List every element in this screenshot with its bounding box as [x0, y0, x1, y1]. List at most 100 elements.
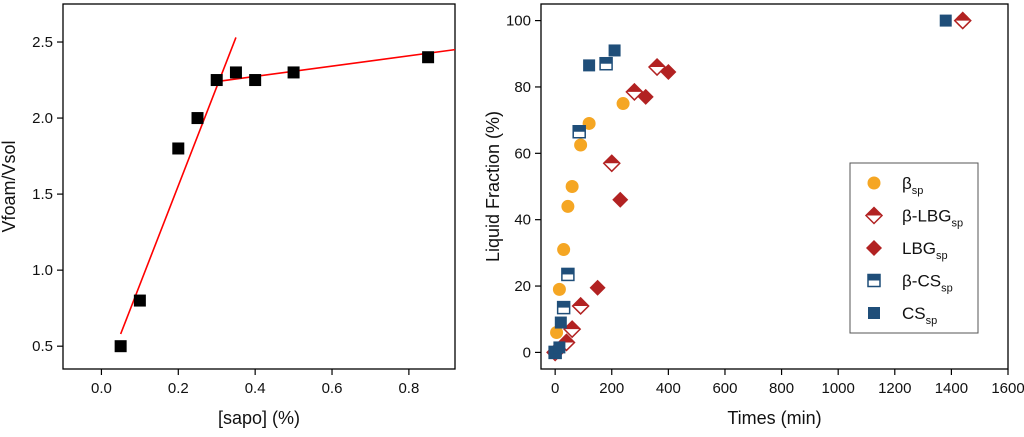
point-beta-lbg-sp [571, 296, 590, 316]
legend-subscript: sp [941, 283, 953, 295]
point-beta-lbg-sp [953, 11, 972, 30]
plot-frame [540, 3, 1009, 370]
legend-name: β-CS [902, 272, 941, 291]
point-beta-cs-sp [556, 300, 571, 315]
point-data [114, 340, 127, 353]
x-tick-label: 1200 [878, 380, 911, 397]
legend-name: CS [902, 304, 926, 323]
point-data [133, 294, 146, 307]
legend-marker-lbg-sp [866, 240, 882, 256]
legend-name: LBG [902, 239, 936, 258]
point-beta-cs-sp [599, 56, 613, 71]
x-tick-label: 800 [769, 380, 794, 397]
point-lbg-sp [589, 279, 606, 296]
point-beta-cs-sp [561, 267, 575, 282]
x-tick-label: 0.8 [398, 380, 419, 397]
legend-label-beta-sp: βsp [902, 174, 923, 197]
x-tick-label: 0 [551, 380, 559, 397]
point-beta-sp [552, 282, 566, 296]
right-chart: 0 200 400 600 800 1000 1200 1400 1600 0 20 40 60 80 10… [483, 3, 1024, 428]
legend-subscript: sp [936, 250, 948, 262]
point-cs-sp [554, 316, 567, 329]
legend-marker-beta-cs-sp-fill [868, 274, 880, 281]
point-beta-sp [574, 138, 588, 152]
point-cs-sp [608, 44, 621, 57]
legend-subscript: sp [912, 185, 924, 197]
x-tick-label: 1400 [935, 380, 968, 397]
point-beta-sp [557, 243, 571, 257]
y-axis-title: Vfoam/Vsol [0, 140, 19, 232]
point-cs-sp [583, 59, 596, 72]
legend-label-beta-cs-sp: β-CSsp [902, 272, 953, 295]
point-data [191, 112, 204, 125]
x-tick-label: 600 [712, 380, 737, 397]
y-tick-label: 0.5 [32, 338, 53, 355]
point-beta-sp [550, 326, 564, 339]
point-beta-sp [561, 199, 575, 213]
point-beta-cs-sp-fill [561, 268, 574, 275]
point-beta-lbg-sp-fill [626, 83, 643, 92]
point-data [422, 51, 435, 64]
left-chart: 0.0 0.2 0.4 0.6 0.8 0.5 1.0 1.5 2.0 2.5 [sapo] (%)… [0, 3, 456, 428]
legend-marker-cs-sp [868, 307, 880, 319]
y-tick-label: 100 [506, 13, 531, 30]
legend-marker-beta-lbg-sp-fill [866, 207, 882, 216]
point-data [210, 74, 223, 87]
legend-subscript: sp [951, 218, 963, 230]
y-tick-label: 1.0 [32, 262, 53, 279]
x-tick-label: 400 [656, 380, 681, 397]
fit-low-line [119, 37, 237, 335]
x-tick-label: 200 [599, 380, 624, 397]
point-beta-lbg-sp-fill [558, 334, 575, 343]
point-beta-cs-sp-fill [557, 301, 570, 308]
point-lbg-sp [660, 64, 677, 81]
point-beta-lbg-sp-fill [649, 59, 666, 68]
point-beta-cs-sp [572, 125, 586, 139]
point-beta-lbg-sp [625, 82, 644, 101]
x-tick-label: 0.4 [245, 380, 266, 397]
point-beta-lbg-sp-fill [603, 155, 620, 164]
y-tick-label: 80 [514, 79, 531, 96]
point-data [172, 142, 185, 155]
point-beta-lbg-sp [647, 57, 667, 77]
x-axis-title: Times (min) [727, 408, 821, 428]
point-beta-lbg-sp-fill [954, 12, 971, 21]
y-tick-label: 2.5 [32, 34, 53, 51]
legend-marker-beta-sp [867, 176, 881, 190]
point-beta-lbg-sp-fill [564, 321, 581, 330]
point-data [249, 74, 262, 87]
y-tick-label: 0 [523, 344, 531, 361]
plot-frame [62, 3, 456, 370]
legend-label-lbg-sp: LBGsp [902, 239, 948, 262]
x-tick-label: 1600 [991, 380, 1024, 397]
y-tick-label: 1.5 [32, 186, 53, 203]
legend-subscript: sp [926, 315, 938, 327]
y-tick-label: 40 [514, 212, 531, 229]
point-beta-lbg-sp [602, 154, 621, 173]
point-cs-sp [939, 14, 952, 27]
legend-name: β-LBG [902, 207, 951, 226]
legend-name: β [902, 174, 912, 193]
legend-label-cs-sp: CSsp [902, 304, 937, 327]
x-axis-title: [sapo] (%) [218, 408, 300, 428]
legend-label-beta-lbg-sp: β-LBGsp [902, 207, 963, 230]
x-tick-label: 1000 [821, 380, 854, 397]
point-lbg-sp [612, 191, 629, 208]
x-tick-label: 0.0 [91, 380, 112, 397]
point-data [287, 66, 300, 79]
point-beta-sp [565, 180, 579, 193]
point-beta-lbg-sp-fill [572, 297, 589, 306]
point-cs-sp [553, 341, 566, 354]
point-beta-cs-sp-fill [600, 57, 613, 64]
point-data [229, 66, 242, 79]
y-tick-label: 2.0 [32, 110, 53, 127]
y-axis-title: Liquid Fraction (%) [483, 111, 503, 262]
legend-marker-beta-cs-sp [867, 273, 881, 288]
point-beta-cs-sp-fill [573, 125, 586, 132]
point-beta-sp [616, 97, 630, 111]
y-tick-label: 60 [514, 145, 531, 162]
x-tick-label: 0.6 [322, 380, 343, 397]
legend-marker-beta-lbg-sp [864, 206, 884, 225]
point-lbg-sp [637, 88, 654, 105]
